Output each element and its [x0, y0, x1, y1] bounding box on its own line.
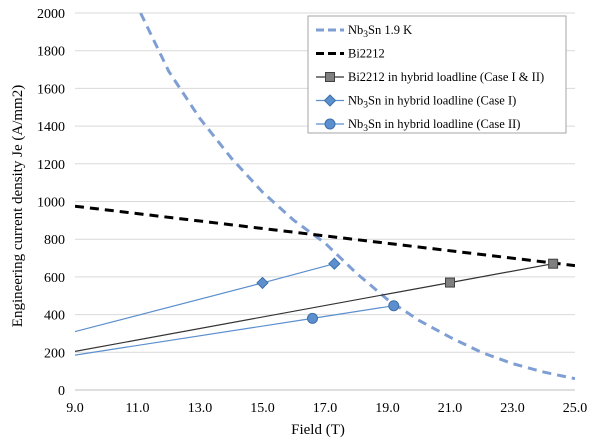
series-nb3sn_1_9k [139, 13, 575, 381]
data-point-nb3sn_hybrid_case2 [307, 312, 318, 324]
y-tick-label: 1800 [37, 45, 65, 60]
x-tick-label: 13.0 [188, 401, 213, 416]
y-axis-title: Engineering current density Je (A/mm2) [10, 85, 26, 327]
y-tick-label: 200 [44, 346, 65, 361]
legend-label: Nb3Sn 1.9 K [348, 23, 412, 40]
series-layer [75, 13, 575, 381]
y-tick-label: 600 [44, 271, 65, 286]
data-point-nb3sn_hybrid_case1 [328, 257, 341, 270]
y-tick-labels: 0 200 400 600 800 1000 1200 1400 1600 1800 2000 [37, 7, 65, 399]
legend-label-text: Nb [348, 23, 363, 37]
legend-label-text: Nb [348, 94, 363, 108]
legend-label-text: Bi2212 in hybrid loadline (Case I & II) [348, 70, 544, 84]
series-bi2212_hybrid [75, 258, 559, 352]
legend-label: Bi2212 in hybrid loadline (Case I & II) [348, 70, 544, 84]
legend-entry-nb3sn_hybrid_case1: Nb3Sn in hybrid loadline (Case I) [316, 94, 516, 111]
series-nb3sn_hybrid_case1 [75, 257, 341, 333]
x-tick-label: 21.0 [438, 401, 463, 416]
data-point-bi2212_hybrid [445, 277, 455, 288]
legend-label-text: Sn in hybrid loadline (Case II) [368, 117, 520, 131]
data-point-bi2212_hybrid [548, 258, 559, 269]
y-tick-label: 1200 [37, 158, 65, 173]
legend-swatch-marker [324, 118, 336, 130]
legend-label-text: Nb [348, 117, 363, 131]
y-tick-label: 400 [44, 309, 65, 324]
legend-label-subscript: 3 [363, 124, 368, 134]
x-tick-label: 19.0 [375, 401, 400, 416]
legend-label-subscript: 3 [363, 101, 368, 111]
legend-label-text: Sn 1.9 K [368, 23, 412, 37]
legend-entry-bi2212_hybrid: Bi2212 in hybrid loadline (Case I & II) [316, 70, 544, 84]
legend-label-text: Sn in hybrid loadline (Case I) [368, 94, 516, 108]
y-tick-label: 800 [44, 233, 65, 248]
legend-entry-nb3sn_1_9k: Nb3Sn 1.9 K [316, 23, 412, 40]
legend-label: Bi2212 [348, 47, 385, 61]
series-nb3sn_hybrid_case2 [75, 300, 400, 356]
x-tick-label: 25.0 [563, 401, 588, 416]
y-tick-label: 1000 [37, 196, 65, 211]
y-tick-label: 0 [58, 384, 65, 399]
data-point-nb3sn_hybrid_case2 [388, 300, 400, 312]
legend-swatch-marker [323, 94, 337, 107]
legend-entry-bi2212: Bi2212 [316, 47, 385, 61]
x-axis-title: Field (T) [291, 422, 345, 438]
x-tick-label: 17.0 [313, 401, 338, 416]
legend-box [307, 15, 567, 134]
x-tick-label: 23.0 [500, 401, 525, 416]
legend-label-text: Bi2212 [348, 47, 385, 61]
legend-label-subscript: 3 [363, 30, 368, 40]
y-tick-label: 1600 [37, 82, 65, 97]
y-tick-label: 1400 [37, 120, 65, 135]
x-tick-label: 11.0 [126, 401, 150, 416]
legend-entry-nb3sn_hybrid_case2: Nb3Sn in hybrid loadline (Case II) [316, 117, 520, 134]
x-tick-label: 15.0 [250, 401, 275, 416]
legend-label: Nb3Sn in hybrid loadline (Case II) [348, 117, 520, 134]
series-line-nb3sn_1_9k [139, 13, 575, 381]
series-line-bi2212 [75, 204, 575, 268]
legend-swatch-marker [325, 72, 335, 82]
legend-label: Nb3Sn in hybrid loadline (Case I) [348, 94, 516, 111]
data-point-nb3sn_hybrid_case1 [256, 276, 269, 290]
series-bi2212 [75, 204, 575, 268]
x-tick-label: 9.0 [66, 401, 84, 416]
x-tick-labels: 9.0 11.0 13.0 15.0 17.0 19.0 21.0 23.0 25.0 [66, 401, 587, 416]
y-tick-label: 2000 [37, 7, 65, 22]
